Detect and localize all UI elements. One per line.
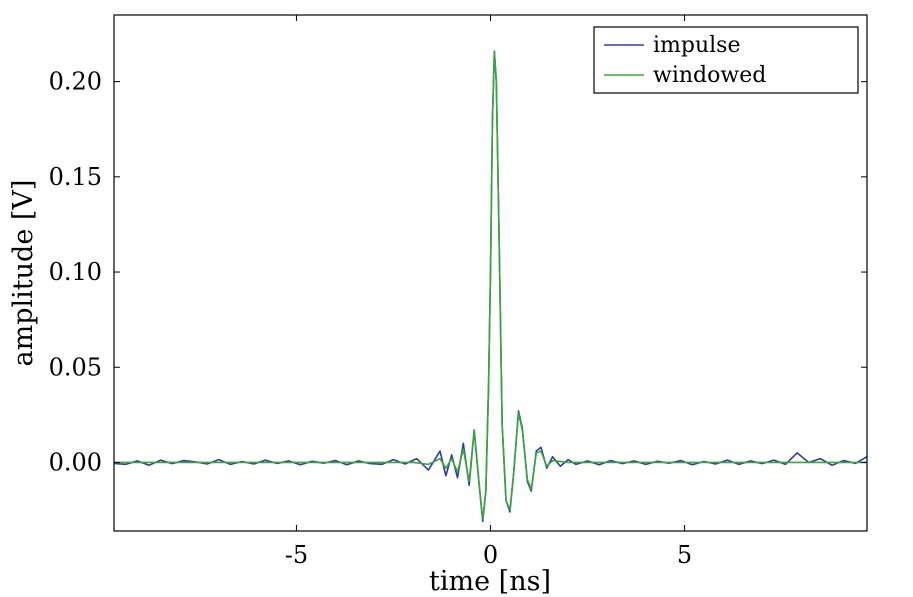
series-line-windowed	[114, 50, 867, 521]
y-tick-label: 0.15	[49, 163, 102, 191]
legend: impulse windowed	[593, 26, 859, 94]
x-tick-label: 0	[483, 541, 498, 569]
y-tick-label: 0.20	[49, 68, 102, 96]
y-tick-label: 0.05	[49, 353, 102, 381]
x-tick-label: 5	[677, 541, 692, 569]
x-axis-label: time [ns]	[429, 566, 551, 597]
legend-label-impulse: impulse	[653, 33, 741, 58]
ticks-layer: -5 0 5 0.00 0.05 0.10 0.15 0.20	[49, 15, 867, 569]
legend-label-windowed: windowed	[653, 63, 766, 88]
legend-box	[593, 26, 859, 94]
series-layer	[113, 50, 868, 523]
y-axis-label: amplitude [V]	[8, 180, 39, 367]
y-tick-label: 0.10	[49, 258, 102, 286]
x-tick-label: -5	[285, 541, 308, 569]
y-tick-label: 0.00	[49, 448, 102, 476]
